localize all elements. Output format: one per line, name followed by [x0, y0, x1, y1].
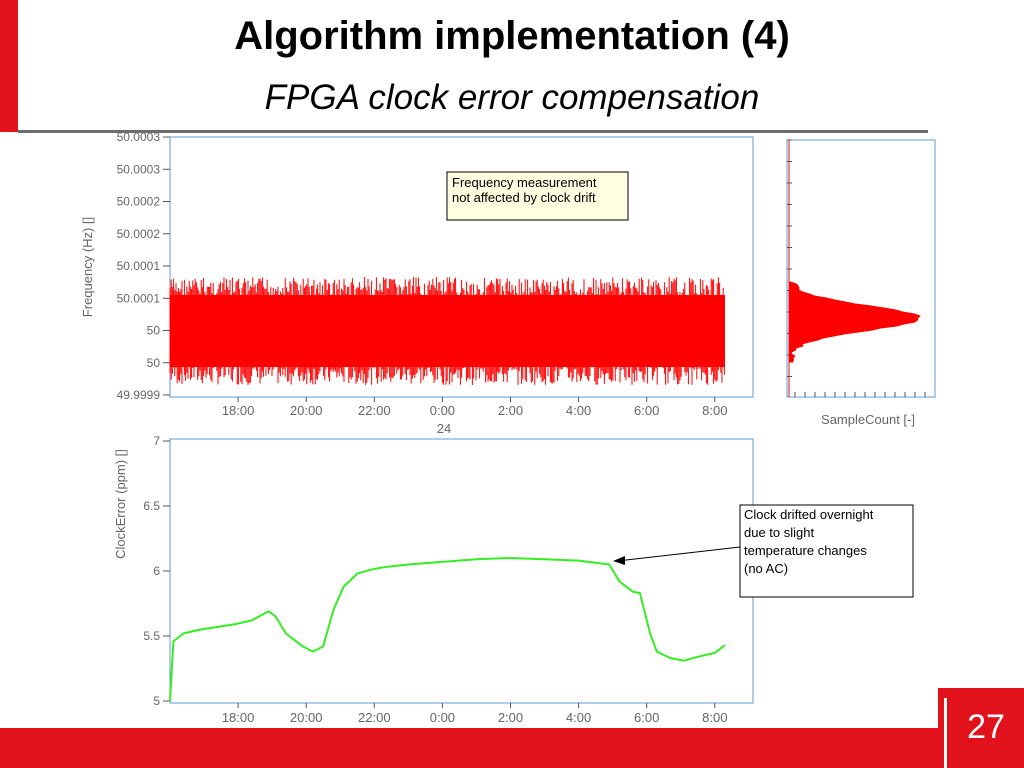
clock-error-x-tick-label: 2:00 [498, 710, 523, 725]
frequency-y-tick-label: 50.0001 [117, 259, 161, 273]
histogram-distribution [788, 281, 921, 363]
frequency-x-tick-label: 4:00 [566, 403, 591, 418]
page-number: 27 [967, 708, 1005, 746]
frequency-x-sublabel: 24 [437, 421, 451, 436]
page-number-box: 27 [938, 688, 1024, 768]
histogram-plot-area [786, 139, 936, 398]
clock-error-y-tick-label: 6.5 [143, 499, 160, 513]
left-accent-bar [0, 0, 18, 132]
page-number-separator [944, 698, 947, 768]
clock-error-annotation-text: Clock drifted overnight due to slight temp… [744, 507, 874, 576]
clock-error-y-tick-label: 5 [153, 694, 160, 708]
clock-error-annotation: Clock drifted overnight due to slight temp… [613, 504, 914, 598]
clock-error-x-tick-label: 22:00 [358, 710, 391, 725]
footer-bar [0, 728, 1024, 768]
frequency-annotation-box [446, 171, 629, 221]
frequency-y-tick-label: 50.0002 [117, 195, 161, 209]
title-divider [18, 130, 928, 133]
annotation-arrowhead [613, 556, 625, 565]
histogram-x-label: SampleCount [-] [821, 412, 915, 427]
clock-error-annotation-box [739, 504, 914, 598]
frequency-x-tick-label: 20:00 [290, 403, 323, 418]
clock-error-chart: 7 6.5 6 5.5 5 18:00 20:00 22:00 0:00 2:00 4:00 6:00… [113, 434, 914, 725]
frequency-annotation-text: Frequency measurement not affected by clo… [452, 175, 597, 205]
frequency-x-tick-label: 2:00 [498, 403, 523, 418]
clock-error-x-tick-label: 6:00 [634, 710, 659, 725]
frequency-annotation: Frequency measurement not affected by clo… [446, 171, 629, 221]
histogram-chart: SampleCount [-] [786, 139, 936, 427]
annotation-arrow [616, 546, 741, 562]
frequency-x-tick-label: 18:00 [222, 403, 255, 418]
clock-error-plot-area [169, 438, 754, 704]
frequency-x-tick-label: 0:00 [430, 403, 455, 418]
slide-subtitle: FPGA clock error compensation [264, 78, 760, 117]
clock-error-y-tick-label: 6 [153, 564, 160, 578]
clock-error-marks: 7 6.5 6 5.5 5 18:00 20:00 22:00 0:00 2:00 4:00 6:00… [143, 434, 727, 725]
clock-error-y-tick-label: 7 [153, 434, 160, 448]
frequency-y-tick-label: 50.0003 [117, 162, 161, 176]
frequency-y-tick-label: 50.0002 [117, 227, 161, 241]
clock-error-x-tick-label: 4:00 [566, 710, 591, 725]
frequency-series-line [169, 277, 725, 385]
frequency-x-tick-label: 22:00 [358, 403, 391, 418]
frequency-marks: 50.0003 50.0003 50.0002 50.0002 50.0001 50.00… [117, 130, 728, 418]
frequency-y-tick-label: 50.0001 [117, 291, 161, 305]
clock-error-x-tick-label: 8:00 [702, 710, 727, 725]
slide-title: Algorithm implementation (4) [234, 14, 790, 58]
frequency-y-tick-label: 50 [147, 356, 161, 370]
frequency-y-label: Frequency (Hz) [] [80, 217, 95, 317]
frequency-chart: 50.0003 50.0003 50.0002 50.0002 50.0001 50.00… [80, 130, 754, 436]
clock-error-x-tick-label: 18:00 [222, 710, 255, 725]
frequency-x-tick-label: 6:00 [634, 403, 659, 418]
clock-error-y-label: ClockError (ppm) [] [113, 449, 128, 559]
frequency-x-tick-label: 8:00 [702, 403, 727, 418]
frequency-y-tick-label: 50 [147, 324, 161, 338]
clock-error-y-tick-label: 5.5 [143, 629, 160, 643]
clock-error-x-tick-label: 0:00 [430, 710, 455, 725]
frequency-y-tick-label: 49.9999 [117, 388, 161, 402]
clock-error-x-tick-label: 20:00 [290, 710, 323, 725]
frequency-y-tick-label: 50.0003 [117, 130, 161, 144]
clock-error-series-line [169, 557, 726, 702]
histogram-marks [787, 139, 926, 397]
